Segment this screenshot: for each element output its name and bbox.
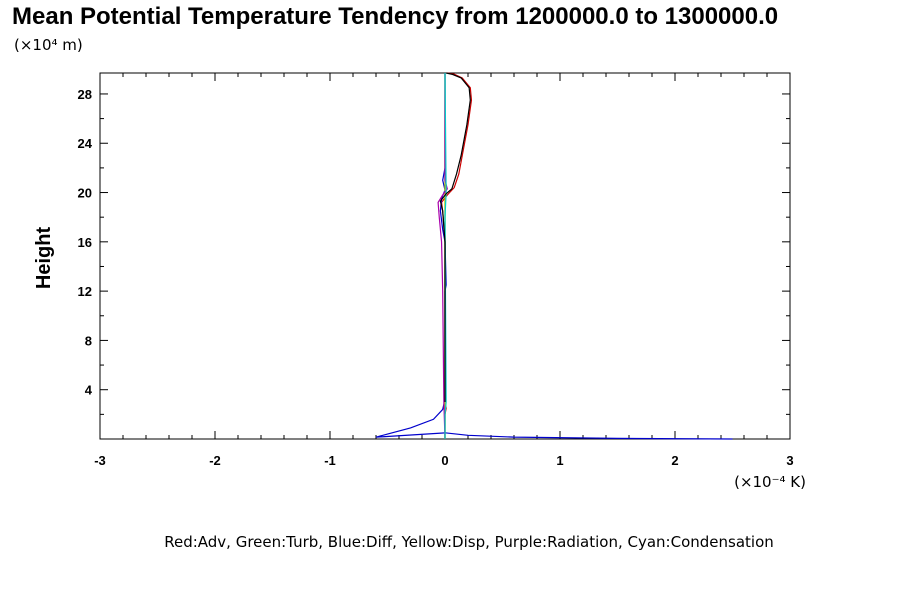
- x-tick-label: 0: [441, 453, 448, 468]
- y-tick-label: 16: [78, 235, 92, 250]
- y-axis-label: Height: [33, 227, 55, 290]
- x-tick-label: -2: [209, 453, 221, 468]
- x-tick-label: 1: [556, 453, 563, 468]
- x-unit-label: (×10⁻⁴ K): [734, 473, 806, 491]
- y-tick-label: 12: [78, 284, 92, 299]
- x-tick-label: 3: [786, 453, 793, 468]
- y-tick-label: 8: [85, 333, 92, 348]
- x-tick-label: 2: [671, 453, 678, 468]
- y-minor-ticks: [100, 118, 790, 415]
- legend-text: Red:Adv, Green:Turb, Blue:Diff, Yellow:D…: [164, 533, 774, 551]
- series-line-6: [439, 72, 471, 403]
- y-tick-label: 4: [85, 383, 93, 398]
- x-axis-ticks: -3 -2 -1 0 1 2 3: [94, 73, 794, 468]
- series-line-2: [375, 73, 733, 440]
- chart-title: Mean Potential Temperature Tendency from…: [12, 3, 778, 30]
- x-tick-label: -1: [324, 453, 336, 468]
- y-axis-ticks: 4 8 12 16 20 24 28: [78, 87, 790, 398]
- y-tick-label: 20: [78, 186, 92, 201]
- y-unit-label: (×10⁴ m): [14, 36, 83, 54]
- y-tick-label: 28: [78, 87, 92, 102]
- series-lines: [375, 72, 733, 440]
- y-tick-label: 24: [78, 136, 93, 151]
- x-tick-label: -3: [94, 453, 106, 468]
